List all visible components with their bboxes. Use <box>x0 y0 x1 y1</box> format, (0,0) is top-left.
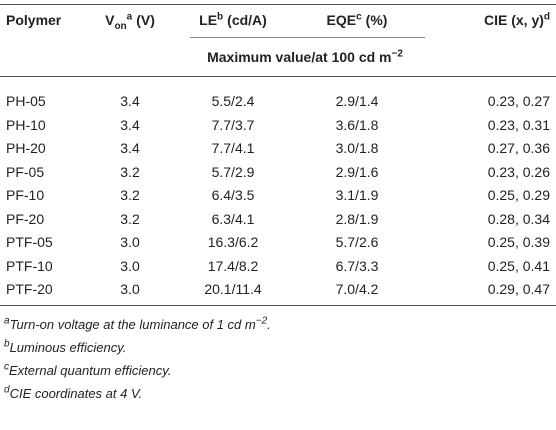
text: External quantum efficiency. <box>9 363 172 378</box>
text: Luminous efficiency. <box>9 340 127 355</box>
table-cell: 0.27, 0.36 <box>487 140 550 156</box>
footnote-mark: d <box>4 384 10 396</box>
table-cell: 3.0/1.8 <box>335 140 379 156</box>
table-cell: PF-05 <box>6 163 45 180</box>
table-cell: 6.7/3.3 <box>335 257 379 274</box>
table-cell: 5.7/2.9 <box>211 163 255 180</box>
table-cell: 7.7/4.1 <box>211 140 255 156</box>
header-cell: CIE (x, y)d <box>484 11 550 29</box>
table-cell: PH-10 <box>6 116 46 133</box>
table-cell: 5.5/2.4 <box>211 93 255 109</box>
superscript: b <box>217 11 224 23</box>
table-cell: 3.0 <box>120 281 140 297</box>
header-cell: LEb (cd/A) <box>199 11 267 29</box>
table-cell: 0.23, 0.27 <box>487 93 550 109</box>
footnote-mark: c <box>4 361 9 373</box>
superscript: −2 <box>255 315 268 327</box>
text: Polymer <box>6 12 62 28</box>
text: Maximum value/at 100 cd m <box>207 49 392 65</box>
footnote: dCIE coordinates at 4 V. <box>4 385 142 403</box>
header-cell: Polymer <box>6 11 61 29</box>
subscript: on <box>114 20 127 32</box>
table-cell: 7.0/4.2 <box>335 281 379 297</box>
table-cell: PF-20 <box>6 210 45 227</box>
table-cell: 5.7/2.6 <box>335 234 379 250</box>
text: Turn-on voltage at the luminance of 1 cd… <box>9 317 256 332</box>
table-cell: 3.1/1.9 <box>335 187 379 203</box>
table-cell: 2.8/1.9 <box>335 210 379 227</box>
table-cell: 6.4/3.5 <box>211 187 255 203</box>
bottom-rule <box>0 305 556 306</box>
text: EQE <box>326 12 357 28</box>
text: LE <box>199 12 218 28</box>
subheader: Maximum value/at 100 cd m−2 <box>207 48 403 66</box>
table-cell: 3.4 <box>120 116 140 133</box>
table-cell: 2.9/1.4 <box>335 93 379 109</box>
header-rule <box>0 76 556 77</box>
text: CIE (x, y) <box>483 12 544 28</box>
unit: (cd/A) <box>227 12 267 28</box>
table-cell: 3.2 <box>120 187 140 203</box>
text-end: . <box>267 317 271 332</box>
table-cell: PTF-05 <box>6 234 53 250</box>
footnote-mark: b <box>4 338 10 350</box>
footnote: bLuminous efficiency. <box>4 339 126 357</box>
table-cell: 0.25, 0.29 <box>487 187 550 203</box>
table-cell: 0.29, 0.47 <box>487 281 550 297</box>
table-cell: 3.0 <box>120 234 140 250</box>
table-cell: 0.28, 0.34 <box>487 210 550 227</box>
footnote: aTurn-on voltage at the luminance of 1 c… <box>4 316 271 334</box>
text: CIE coordinates at 4 V. <box>9 386 143 401</box>
table-cell: 3.2 <box>120 210 140 227</box>
superscript: a <box>126 11 133 23</box>
table-cell: PF-10 <box>6 187 45 203</box>
table-cell: 16.3/6.2 <box>207 234 259 250</box>
footnote: cExternal quantum efficiency. <box>4 362 171 380</box>
unit: (%) <box>365 12 388 28</box>
table-cell: 0.23, 0.31 <box>487 116 550 133</box>
table-cell: PTF-10 <box>6 257 53 274</box>
table-cell: 3.0 <box>120 257 140 274</box>
table-cell: 3.2 <box>120 163 140 180</box>
header-cell: Vona (V) <box>105 11 155 32</box>
group-rule <box>190 37 425 38</box>
table-cell: 6.3/4.1 <box>211 210 255 227</box>
table-cell: 2.9/1.6 <box>335 163 379 180</box>
unit: (V) <box>136 12 155 28</box>
table-cell: 3.4 <box>120 93 140 109</box>
text: V <box>105 12 115 28</box>
table-cell: 0.23, 0.26 <box>487 163 550 180</box>
superscript: −2 <box>391 48 403 60</box>
table-cell: PH-05 <box>6 93 46 109</box>
top-rule <box>0 4 556 5</box>
table-cell: 20.1/11.4 <box>204 281 262 297</box>
table-cell: 3.6/1.8 <box>335 116 379 133</box>
table-cell: PTF-20 <box>6 281 53 297</box>
table-cell: PH-20 <box>6 140 46 156</box>
superscript: c <box>356 11 362 23</box>
table-cell: 0.25, 0.39 <box>487 234 550 250</box>
superscript: d <box>543 11 550 23</box>
footnote-mark: a <box>4 315 10 327</box>
table-cell: 7.7/3.7 <box>211 116 255 133</box>
table-cell: 17.4/8.2 <box>207 257 259 274</box>
header-cell: EQEc (%) <box>327 11 388 29</box>
table-cell: 3.4 <box>120 140 140 156</box>
table-cell: 0.25, 0.41 <box>487 257 550 274</box>
